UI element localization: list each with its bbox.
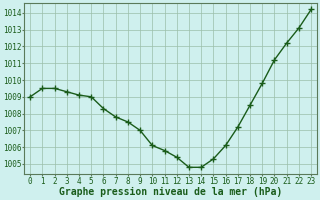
X-axis label: Graphe pression niveau de la mer (hPa): Graphe pression niveau de la mer (hPa)	[59, 187, 282, 197]
